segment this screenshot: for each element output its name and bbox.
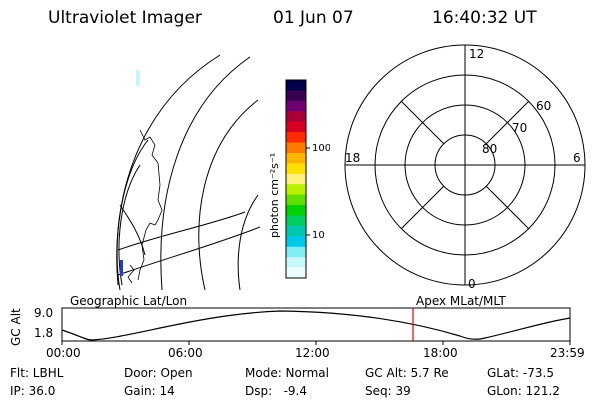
observation-date: 01 Jun 07 [273, 8, 354, 28]
colorbar-tick-10: 10 [312, 230, 325, 241]
altitude-timeline: GC Alt 9.0 1.8 [9, 306, 571, 346]
seq-info: Seq: 39 [365, 384, 411, 398]
time-tick-1800: 18:00 [423, 346, 458, 360]
auroral-emission-patch [136, 70, 140, 86]
mlt-label-12: 12 [469, 47, 484, 61]
mlat-label-60: 60 [536, 99, 551, 113]
glat-info: GLat: -73.5 [487, 366, 554, 380]
colorbar-segment [286, 142, 306, 154]
colorbar-segment [286, 121, 306, 133]
instrument-title: Ultraviolet Imager [48, 8, 202, 28]
coastline-fragment [127, 264, 135, 284]
color-scale-bar: 100 10 photon cm⁻²s⁻¹ [270, 79, 330, 279]
mlt-label-6: 6 [573, 151, 581, 165]
colorbar-segment [286, 80, 306, 91]
colorbar-segment [286, 111, 306, 123]
meridian-arc-1 [160, 56, 251, 290]
time-tick-0000: 00:00 [46, 346, 81, 360]
colorbar-segment [286, 90, 306, 102]
mlat-label-80: 80 [482, 142, 497, 156]
gain-info: Gain: 14 [124, 384, 175, 398]
colorbar-tick-100: 100 [312, 143, 330, 154]
timeline-ytick-top: 9.0 [34, 306, 53, 320]
time-tick-1200: 12:00 [295, 346, 330, 360]
apex-label: Apex MLat/MLT [416, 294, 506, 308]
colorbar-segment [286, 225, 306, 237]
latitude-line-1 [117, 211, 246, 251]
colorbar-segment [286, 152, 306, 164]
meridian-arc-5 [116, 139, 149, 290]
colorbar-segment [286, 173, 306, 185]
colorbar-segment [286, 215, 306, 227]
time-tick-0600: 06:00 [168, 346, 203, 360]
meridian-arc-3 [237, 194, 259, 290]
colorbar-segment [286, 132, 306, 144]
polar-diagonal-ne [485, 100, 530, 145]
mlt-label-0: 0 [468, 277, 476, 291]
polar-diagonal-se [485, 185, 530, 230]
colorbar-segment [286, 194, 306, 206]
meridian-arc-2 [198, 99, 259, 290]
mlt-label-18: 18 [345, 151, 360, 165]
latitude-line-3 [119, 204, 146, 256]
polar-diagonal-sw [400, 185, 445, 230]
timeline-ylabel: GC Alt [9, 308, 23, 346]
colorbar-segment [286, 267, 306, 279]
colorbar-segment [286, 257, 306, 269]
geographic-label: Geographic Lat/Lon [70, 294, 188, 308]
altitude-curve [61, 310, 571, 341]
mlat-label-70: 70 [512, 121, 527, 135]
door-info: Door: Open [124, 366, 193, 380]
polar-diagonal-nw [400, 100, 445, 145]
dsp-info: Dsp: -9.4 [245, 384, 308, 398]
limb-arc [116, 54, 221, 286]
ip-info: IP: 36.0 [10, 384, 56, 398]
colorbar-segment [286, 205, 306, 216]
colorbar-segment [286, 236, 306, 248]
filter-info: Flt: LBHL [10, 366, 64, 380]
observation-time: 16:40:32 UT [432, 8, 537, 28]
colorbar-segment [286, 184, 306, 196]
coastline [137, 129, 163, 281]
latitude-line-2 [117, 226, 260, 276]
glon-info: GLon: 121.2 [487, 384, 560, 398]
polar-mlat-mlt-plot: 12 18 6 0 60 70 80 [344, 44, 586, 291]
colorbar-unit-label: photon cm⁻²s⁻¹ [270, 153, 281, 238]
colorbar-segment [286, 163, 306, 175]
timeline-ytick-bottom: 1.8 [34, 326, 53, 340]
low-emission-patch [120, 260, 123, 276]
time-tick-2359: 23:59 [550, 346, 585, 360]
gc-alt-info: GC Alt: 5.7 Re [365, 366, 449, 380]
colorbar-segment [286, 246, 306, 258]
colorbar-segment [286, 100, 306, 112]
mode-info: Mode: Normal [245, 366, 329, 380]
geographic-map [116, 54, 260, 290]
